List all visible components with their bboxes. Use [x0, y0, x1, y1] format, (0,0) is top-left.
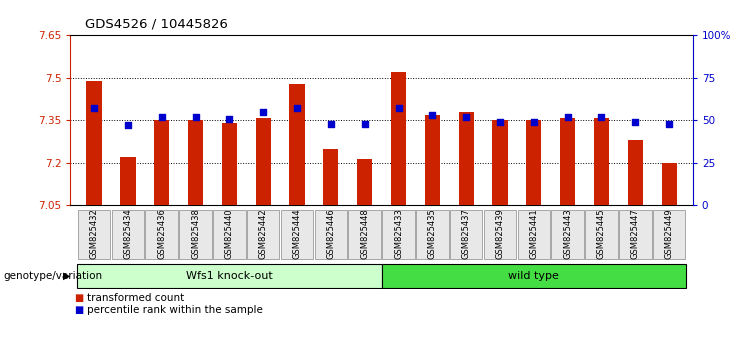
Bar	[493, 120, 508, 205]
Bar	[145, 210, 178, 259]
Text: GSM825434: GSM825434	[124, 208, 133, 259]
Text: GSM825432: GSM825432	[90, 208, 99, 259]
Text: ■: ■	[74, 306, 83, 315]
Bar	[247, 210, 279, 259]
Text: GSM825445: GSM825445	[597, 208, 606, 259]
Point	[393, 105, 405, 111]
Text: GSM825441: GSM825441	[529, 208, 539, 259]
Point	[494, 119, 506, 125]
Bar	[290, 84, 305, 205]
Bar	[551, 210, 584, 259]
Text: GSM825442: GSM825442	[259, 208, 268, 259]
Point	[224, 116, 236, 121]
Bar	[222, 123, 237, 205]
Bar	[154, 120, 170, 205]
Bar	[315, 210, 347, 259]
Bar	[459, 112, 473, 205]
Text: GSM825438: GSM825438	[191, 208, 200, 259]
Bar	[78, 210, 110, 259]
Bar	[526, 120, 542, 205]
Text: wild type: wild type	[508, 271, 559, 281]
Text: genotype/variation: genotype/variation	[4, 271, 103, 281]
Point	[359, 121, 370, 127]
Bar	[179, 210, 212, 259]
Point	[629, 119, 641, 125]
Point	[291, 105, 303, 111]
Bar	[518, 210, 550, 259]
Bar	[585, 210, 618, 259]
Text: GSM825436: GSM825436	[157, 208, 166, 259]
Text: percentile rank within the sample: percentile rank within the sample	[87, 306, 262, 315]
Bar	[425, 115, 440, 205]
Text: ▶: ▶	[63, 271, 70, 281]
Point	[325, 121, 337, 127]
Text: GSM825449: GSM825449	[665, 208, 674, 259]
Bar	[594, 118, 609, 205]
Bar	[120, 157, 136, 205]
Point	[190, 114, 202, 120]
Bar	[382, 210, 415, 259]
Bar	[112, 210, 144, 259]
Text: GSM825446: GSM825446	[326, 208, 336, 259]
Point	[156, 114, 167, 120]
Bar	[450, 210, 482, 259]
Bar	[87, 81, 102, 205]
Text: GSM825447: GSM825447	[631, 208, 639, 259]
Bar	[416, 210, 448, 259]
Text: GSM825439: GSM825439	[496, 208, 505, 259]
Bar	[619, 210, 651, 259]
Text: GSM825433: GSM825433	[394, 208, 403, 259]
Text: transformed count: transformed count	[87, 293, 184, 303]
Point	[88, 105, 100, 111]
Bar	[348, 210, 381, 259]
Bar	[662, 163, 677, 205]
Bar	[560, 118, 575, 205]
Point	[562, 114, 574, 120]
Bar	[357, 159, 372, 205]
Point	[528, 119, 539, 125]
Bar	[484, 210, 516, 259]
Point	[663, 121, 675, 127]
Text: GSM825444: GSM825444	[293, 208, 302, 259]
Bar	[213, 210, 245, 259]
Text: GSM825443: GSM825443	[563, 208, 572, 259]
Bar	[653, 210, 685, 259]
Bar	[77, 264, 382, 288]
Bar	[256, 118, 270, 205]
Text: GSM825435: GSM825435	[428, 208, 437, 259]
Text: GSM825440: GSM825440	[225, 208, 234, 259]
Bar	[391, 72, 406, 205]
Point	[257, 109, 269, 115]
Text: GSM825448: GSM825448	[360, 208, 369, 259]
Bar	[323, 149, 339, 205]
Text: GDS4526 / 10445826: GDS4526 / 10445826	[85, 18, 228, 31]
Text: Wfs1 knock-out: Wfs1 knock-out	[186, 271, 273, 281]
Point	[460, 114, 472, 120]
Point	[122, 122, 134, 128]
Bar	[281, 210, 313, 259]
Bar	[188, 120, 203, 205]
Point	[596, 114, 608, 120]
Bar	[382, 264, 686, 288]
Text: GSM825437: GSM825437	[462, 208, 471, 259]
Text: ■: ■	[74, 293, 83, 303]
Bar	[628, 140, 643, 205]
Point	[426, 113, 438, 118]
